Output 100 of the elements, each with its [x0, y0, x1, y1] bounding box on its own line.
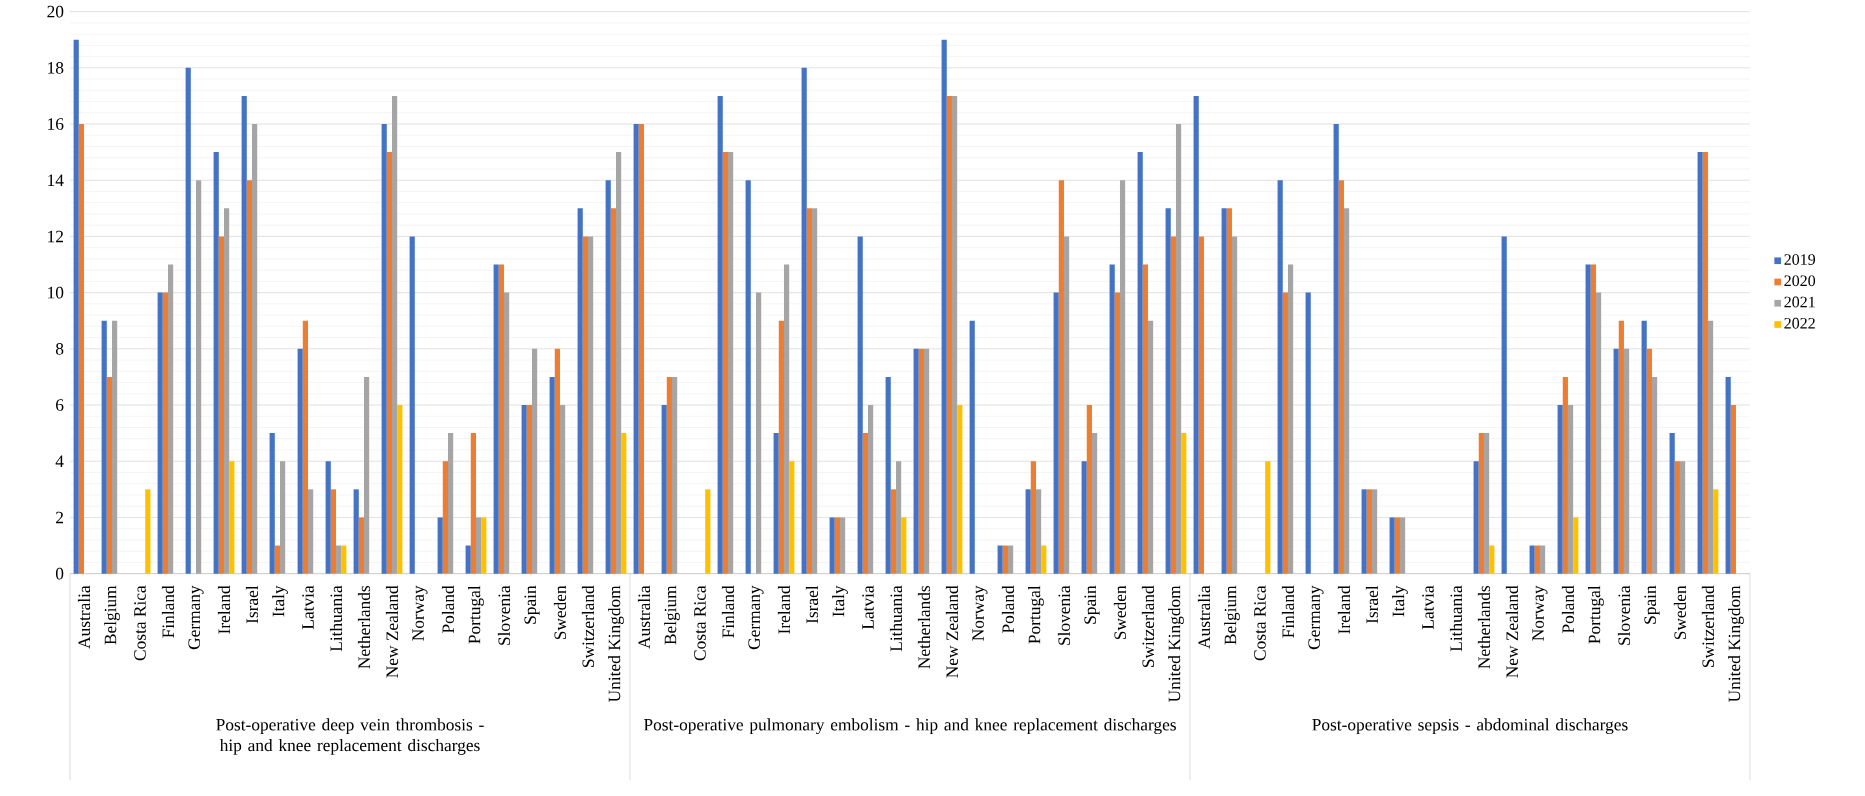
bar — [1081, 461, 1087, 574]
bar — [661, 405, 667, 574]
bar — [717, 96, 723, 574]
bar — [1641, 320, 1647, 574]
x-tick-label: Sweden — [553, 585, 567, 640]
bar — [1389, 517, 1395, 574]
bar — [470, 433, 476, 574]
bar — [381, 124, 387, 574]
bar — [475, 517, 482, 574]
bar — [218, 236, 224, 574]
bar — [1058, 180, 1064, 574]
bar — [811, 208, 818, 574]
x-tick-label: Israel — [245, 585, 259, 624]
bar — [621, 433, 627, 574]
bar — [409, 236, 415, 574]
bar — [531, 349, 538, 574]
bar — [437, 517, 443, 574]
bar — [1725, 377, 1731, 574]
bar — [1366, 489, 1372, 574]
bar — [923, 349, 930, 574]
bar — [241, 96, 247, 574]
x-tick-label: Poland — [441, 585, 455, 634]
x-tick-label: Ireland — [217, 585, 231, 634]
x-tick-label: Norway — [1532, 585, 1548, 641]
x-tick-label: Netherlands — [357, 586, 371, 669]
bar — [867, 405, 874, 574]
x-tick-label: Israel — [1365, 585, 1379, 624]
bar — [1091, 433, 1098, 574]
bar — [325, 461, 331, 574]
x-tick-label: Switzerland — [1701, 585, 1715, 668]
bar — [252, 124, 258, 574]
bar — [801, 68, 807, 574]
x-tick-label: Costa Rica — [694, 585, 706, 661]
bar — [1529, 545, 1535, 574]
x-tick-label: Sweden — [1673, 585, 1687, 640]
bar — [1679, 461, 1686, 574]
bar — [946, 96, 952, 574]
bar — [1282, 292, 1288, 574]
bar — [1343, 208, 1350, 574]
bar — [274, 545, 280, 574]
bar — [615, 152, 622, 574]
bar — [1702, 152, 1708, 574]
x-tick-label: United Kingdom — [1168, 585, 1184, 703]
x-tick-label: New Zealand — [945, 585, 959, 678]
legend-label: 2022 — [1784, 318, 1815, 329]
x-tick-label: Portugal — [468, 585, 484, 644]
bar — [1221, 208, 1227, 574]
bar — [280, 461, 286, 574]
bar — [358, 517, 364, 574]
x-tick-label: Italy — [832, 585, 848, 617]
bar — [755, 292, 762, 574]
x-tick-label: Italy — [1392, 585, 1408, 617]
bar — [1277, 180, 1283, 574]
bar — [1053, 292, 1059, 574]
bar — [1646, 349, 1652, 574]
bar — [901, 517, 907, 574]
bar — [605, 180, 611, 574]
y-tick-label: 20 — [47, 5, 64, 18]
bar — [1265, 461, 1271, 574]
x-tick-label: Ireland — [777, 585, 791, 634]
bar — [857, 236, 863, 574]
x-tick-label: Portugal — [1028, 585, 1044, 644]
bar — [112, 320, 118, 574]
x-tick-label: Finland — [161, 585, 175, 639]
y-tick-label: 0 — [55, 567, 64, 580]
y-tick-label: 16 — [48, 118, 64, 131]
bar — [447, 433, 454, 574]
bar — [1305, 292, 1311, 574]
bar — [1371, 489, 1378, 574]
bar — [918, 349, 924, 574]
x-tick-label: Switzerland — [1141, 585, 1155, 668]
bar — [1557, 405, 1563, 574]
bar — [157, 292, 163, 574]
y-tick-label: 14 — [48, 174, 64, 187]
x-tick-label: Netherlands — [917, 586, 931, 669]
bar — [1567, 405, 1574, 574]
bar — [1086, 405, 1092, 574]
bar — [1170, 236, 1176, 574]
bar — [1595, 292, 1602, 574]
bar — [577, 208, 583, 574]
bar — [1137, 152, 1143, 574]
bar — [1489, 545, 1495, 574]
x-tick-label: Finland — [721, 585, 735, 639]
bar — [834, 517, 840, 574]
bar — [839, 517, 846, 574]
bar — [1707, 320, 1714, 574]
bar — [1478, 433, 1484, 574]
x-tick-label: Costa Rica — [134, 585, 146, 661]
bar — [638, 124, 644, 574]
x-tick-label: Sweden — [1113, 585, 1127, 640]
bar — [829, 517, 835, 574]
bar — [582, 236, 588, 574]
x-tick-label: Poland — [1001, 585, 1015, 634]
x-tick-label: Australia — [77, 585, 91, 649]
x-tick-label: Slovenia — [1617, 585, 1631, 646]
bar — [1338, 180, 1344, 574]
bar — [1399, 517, 1406, 574]
bar — [465, 545, 471, 574]
bar — [1109, 264, 1115, 574]
y-tick-label: 10 — [48, 286, 64, 299]
